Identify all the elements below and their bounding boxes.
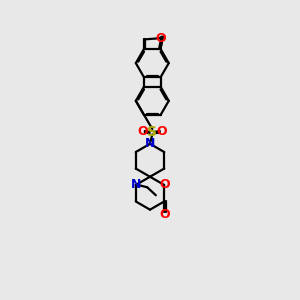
Text: O: O (155, 32, 166, 45)
Text: N: N (145, 137, 155, 150)
Text: S: S (147, 125, 157, 139)
Text: O: O (159, 178, 169, 191)
Text: O: O (157, 125, 167, 138)
Text: N: N (130, 178, 141, 191)
Text: O: O (137, 125, 148, 138)
Text: O: O (159, 208, 169, 220)
